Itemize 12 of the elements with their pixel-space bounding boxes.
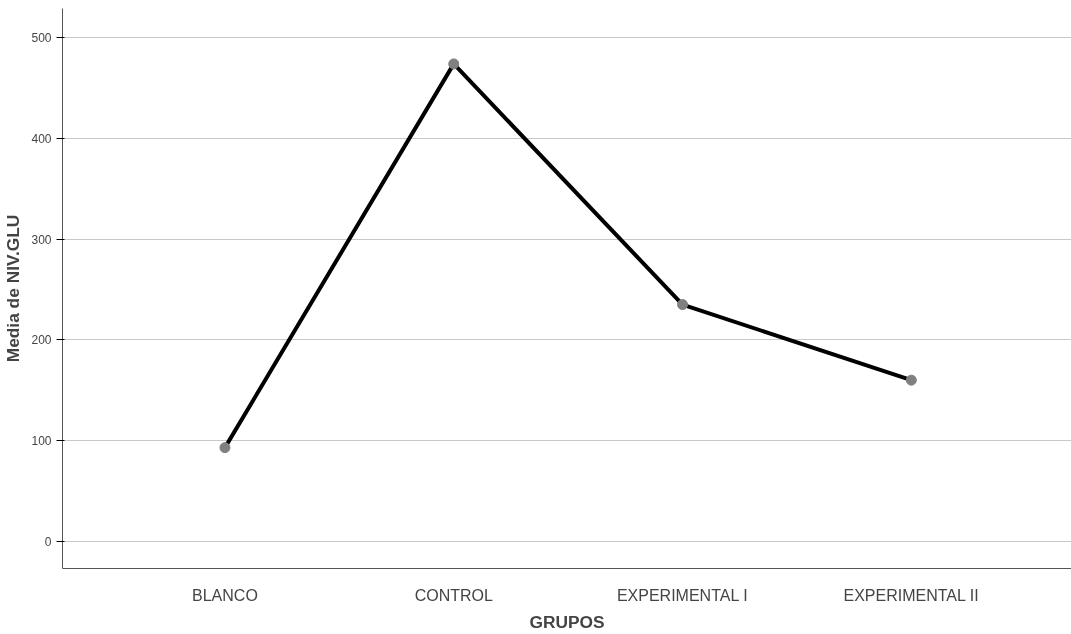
x-tick-label: EXPERIMENTAL II: [843, 586, 979, 604]
x-tick-label: CONTROL: [414, 586, 493, 604]
y-tick-label: 300: [31, 232, 52, 247]
y-tick-label: 100: [31, 434, 52, 449]
y-tick-label: 200: [31, 333, 52, 348]
y-tick-label: 500: [31, 31, 52, 46]
y-axis-title: Media de NIV.GLU: [3, 214, 24, 363]
x-axis-title: GRUPOS: [529, 611, 605, 632]
y-tick-label: 400: [31, 131, 52, 146]
x-tick-label: EXPERIMENTAL I: [616, 586, 748, 604]
x-tick-label: BLANCO: [192, 586, 258, 604]
y-tick-label: 0: [44, 534, 52, 549]
